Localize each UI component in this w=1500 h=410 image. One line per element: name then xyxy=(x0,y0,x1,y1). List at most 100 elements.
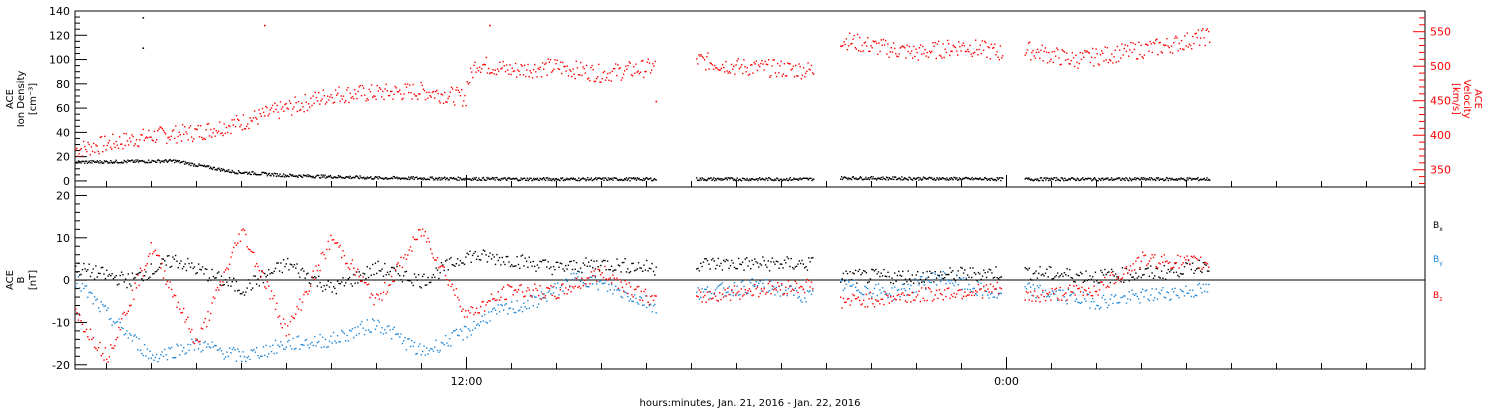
density-point xyxy=(1116,177,1118,179)
bz-point xyxy=(701,301,703,303)
by-point xyxy=(1108,304,1110,306)
density-point xyxy=(874,178,876,180)
density-point xyxy=(1032,179,1034,182)
bz-point xyxy=(650,295,652,298)
bx-point xyxy=(842,272,845,275)
bx-point xyxy=(376,272,378,275)
bx-point xyxy=(146,279,148,281)
bx-point xyxy=(226,281,228,283)
density-point xyxy=(638,177,640,180)
velocity-point xyxy=(889,51,891,53)
b-axis-title-1: ACE xyxy=(5,270,16,290)
velocity-point xyxy=(732,68,734,70)
density-point xyxy=(996,177,998,179)
bz-point xyxy=(512,294,514,296)
b-tick-label: 0 xyxy=(63,274,70,287)
velocity-point xyxy=(1054,55,1057,57)
bz-point xyxy=(766,291,768,294)
by-point xyxy=(295,347,297,350)
bz-point xyxy=(1058,299,1060,301)
density-point xyxy=(799,177,801,179)
bz-point xyxy=(459,305,462,308)
bz-point xyxy=(582,284,584,287)
bx-point xyxy=(1181,273,1183,275)
by-point xyxy=(773,286,775,288)
by-point xyxy=(880,292,882,294)
bz-point xyxy=(965,295,967,297)
bx-point xyxy=(1179,272,1182,275)
velocity-point xyxy=(1198,44,1201,46)
bz-point xyxy=(147,255,150,257)
bz-point xyxy=(968,294,970,296)
bx-point xyxy=(75,265,77,267)
by-point xyxy=(938,276,940,278)
density-point xyxy=(763,178,765,181)
density-point xyxy=(953,176,955,179)
bz-point xyxy=(979,289,981,291)
bx-point xyxy=(388,273,390,276)
density-point xyxy=(1053,177,1055,179)
bx-point xyxy=(515,265,517,267)
velocity-point xyxy=(575,60,577,62)
bz-point xyxy=(511,286,513,288)
by-point xyxy=(165,354,167,356)
density-point xyxy=(615,177,617,179)
bz-point xyxy=(538,294,540,297)
density-point xyxy=(486,176,488,179)
density-point xyxy=(477,179,479,181)
by-point xyxy=(989,293,992,295)
bx-point xyxy=(280,262,282,264)
density-point xyxy=(435,177,438,179)
velocity-point xyxy=(842,44,844,47)
velocity-point xyxy=(531,77,534,79)
bx-point xyxy=(786,256,788,258)
bx-point xyxy=(919,278,922,281)
density-point xyxy=(909,176,911,179)
density-point xyxy=(212,166,215,169)
by-point xyxy=(534,296,536,298)
bz-point xyxy=(490,293,493,295)
bz-point xyxy=(937,297,939,300)
density-point xyxy=(97,161,99,163)
density-point xyxy=(559,179,561,182)
density-point xyxy=(871,178,873,180)
bx-point xyxy=(636,268,638,270)
velocity-point xyxy=(739,66,742,68)
bz-point xyxy=(504,298,506,301)
by-point xyxy=(544,297,547,299)
bx-point xyxy=(864,270,866,273)
by-point xyxy=(860,292,862,294)
density-point xyxy=(215,168,217,170)
by-point xyxy=(1178,297,1180,299)
bz-point xyxy=(532,289,534,291)
density-point xyxy=(642,177,645,180)
bx-point xyxy=(470,261,472,263)
velocity-point xyxy=(878,42,880,44)
velocity-point xyxy=(924,49,926,51)
velocity-point xyxy=(711,64,714,66)
bz-point xyxy=(166,280,169,283)
velocity-point xyxy=(267,115,269,117)
by-point xyxy=(841,279,843,282)
velocity-point xyxy=(879,50,881,53)
density-point xyxy=(236,172,238,175)
by-point xyxy=(467,328,470,330)
velocity-point xyxy=(77,155,79,157)
bx-point xyxy=(981,275,984,277)
bx-point xyxy=(736,268,738,270)
density-point xyxy=(567,179,569,181)
density-point xyxy=(310,176,313,178)
velocity-point xyxy=(1045,51,1048,53)
velocity-point xyxy=(980,52,982,55)
bx-point xyxy=(218,271,220,273)
by-point xyxy=(945,282,947,285)
by-point xyxy=(127,337,129,339)
density-point xyxy=(923,177,926,179)
bz-point xyxy=(97,346,100,349)
velocity-point xyxy=(480,71,482,73)
density-point xyxy=(867,177,870,179)
bx-point xyxy=(534,265,536,268)
density-point xyxy=(590,177,593,179)
bz-point xyxy=(103,359,105,361)
density-point xyxy=(845,177,847,179)
